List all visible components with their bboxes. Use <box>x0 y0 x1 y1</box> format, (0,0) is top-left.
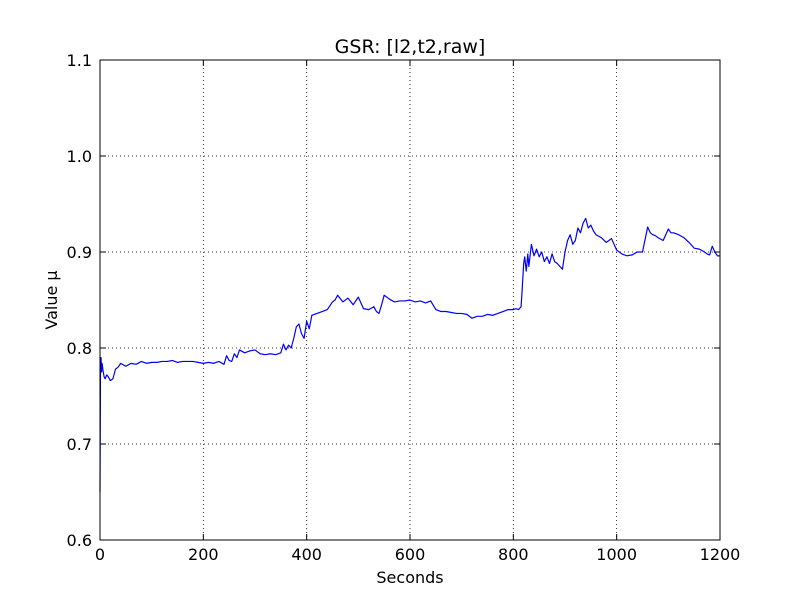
y-tick-label: 1.1 <box>67 51 92 70</box>
y-tick-label: 1.0 <box>67 147 92 166</box>
y-tick-label: 0.8 <box>67 339 92 358</box>
x-axis-label: Seconds <box>376 568 443 587</box>
y-tick-label: 0.6 <box>67 531 92 550</box>
grid <box>100 60 720 540</box>
plot-area <box>99 217 720 493</box>
x-tick-label: 600 <box>395 545 426 564</box>
y-tick-label: 0.9 <box>67 243 92 262</box>
chart-title: GSR: [l2,t2,raw] <box>335 36 486 58</box>
x-tick-label: 200 <box>188 545 219 564</box>
x-tick-label: 400 <box>291 545 322 564</box>
ticks: 0 200 400 600 800 1000 1200 0.6 0.7 0.8 0.9 1.0 1.1 <box>67 51 741 564</box>
y-axis-label: Value µ <box>42 270 61 329</box>
x-tick-label: 1000 <box>596 545 637 564</box>
x-tick-label: 800 <box>498 545 529 564</box>
x-tick-label: 0 <box>95 545 105 564</box>
x-tick-label: 1200 <box>700 545 741 564</box>
y-tick-label: 0.7 <box>67 435 92 454</box>
series-line <box>99 217 720 493</box>
